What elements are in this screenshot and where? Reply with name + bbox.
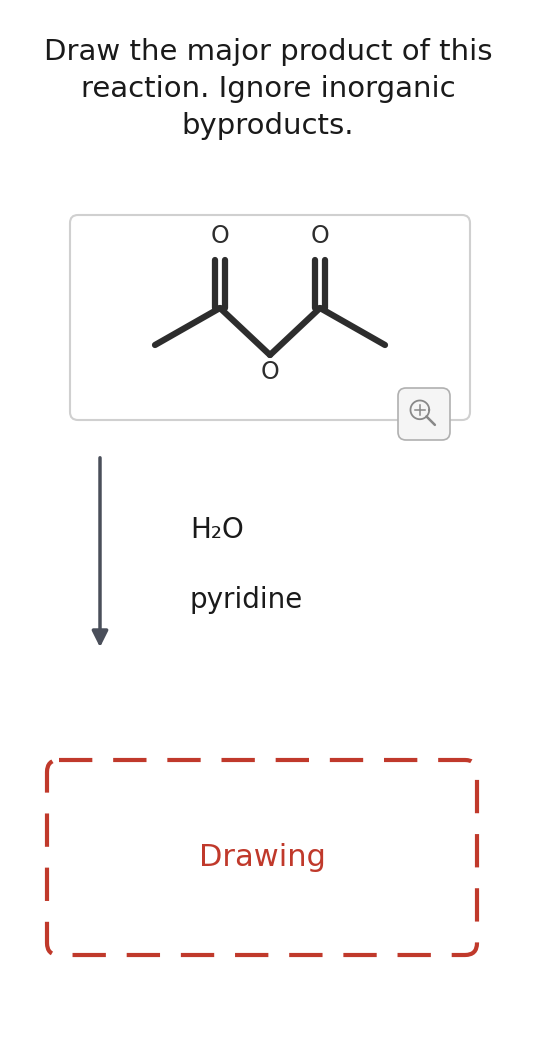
- FancyBboxPatch shape: [70, 215, 470, 420]
- Text: Draw the major product of this: Draw the major product of this: [44, 38, 492, 66]
- FancyBboxPatch shape: [47, 760, 477, 956]
- Text: O: O: [260, 360, 279, 384]
- Text: Drawing: Drawing: [198, 843, 325, 873]
- Text: O: O: [311, 224, 330, 248]
- Text: pyridine: pyridine: [190, 586, 303, 614]
- Text: O: O: [211, 224, 229, 248]
- Text: byproducts.: byproducts.: [182, 112, 354, 140]
- Text: reaction. Ignore inorganic: reaction. Ignore inorganic: [81, 75, 455, 103]
- Text: H₂O: H₂O: [190, 516, 244, 544]
- FancyBboxPatch shape: [398, 388, 450, 440]
